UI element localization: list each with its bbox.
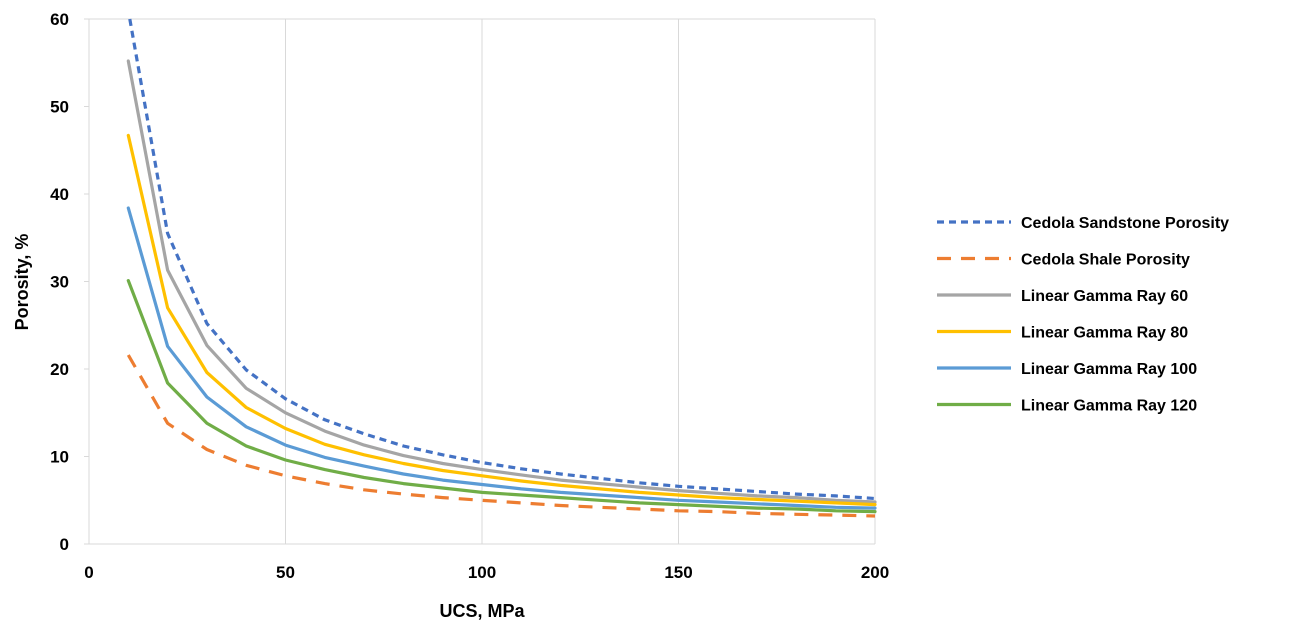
y-tick-label: 0	[60, 535, 69, 554]
series-line-cedola-sandstone-porosity	[128, 18, 876, 501]
x-tick-label: 150	[664, 563, 692, 582]
axes: 0 10 20 30 40 50 60 0 50 100 150 200	[50, 10, 889, 582]
y-tick-label: 50	[50, 98, 69, 117]
plot-area	[126, 18, 877, 518]
legend-label-cedola-shale-porosity: Cedola Shale Porosity	[1021, 252, 1190, 269]
y-tick-label: 30	[50, 273, 69, 292]
x-tick-label: 50	[276, 563, 295, 582]
legend-label-linear-gamma-ray-100: Linear Gamma Ray 100	[1021, 361, 1197, 378]
legend-label-linear-gamma-ray-80: Linear Gamma Ray 80	[1021, 325, 1188, 342]
series-line-linear-gamma-ray-100	[126, 206, 877, 510]
series-line-cedola-shale-porosity	[126, 354, 876, 518]
x-tick-label: 200	[861, 563, 889, 582]
y-tick-label: 10	[50, 448, 69, 467]
series-line-linear-gamma-ray-120	[126, 279, 877, 514]
legend-label-linear-gamma-ray-120: Linear Gamma Ray 120	[1021, 398, 1197, 415]
grid	[89, 18, 876, 544]
y-tick-label: 40	[50, 185, 69, 204]
x-tick-label: 100	[468, 563, 496, 582]
x-axis-title: UCS, MPa	[439, 601, 525, 621]
series-line-linear-gamma-ray-60	[126, 59, 877, 504]
legend-label-linear-gamma-ray-60: Linear Gamma Ray 60	[1021, 288, 1188, 305]
y-tick-label: 20	[50, 360, 69, 379]
y-axis-title: Porosity, %	[12, 234, 32, 331]
series-line-linear-gamma-ray-80	[126, 133, 877, 507]
legend-label-cedola-sandstone-porosity: Cedola Sandstone Porosity	[1021, 215, 1229, 232]
y-tick-label: 60	[50, 10, 69, 29]
legend: Cedola Sandstone Porosity Cedola Shale Po…	[937, 215, 1229, 415]
x-tick-label: 0	[84, 563, 93, 582]
